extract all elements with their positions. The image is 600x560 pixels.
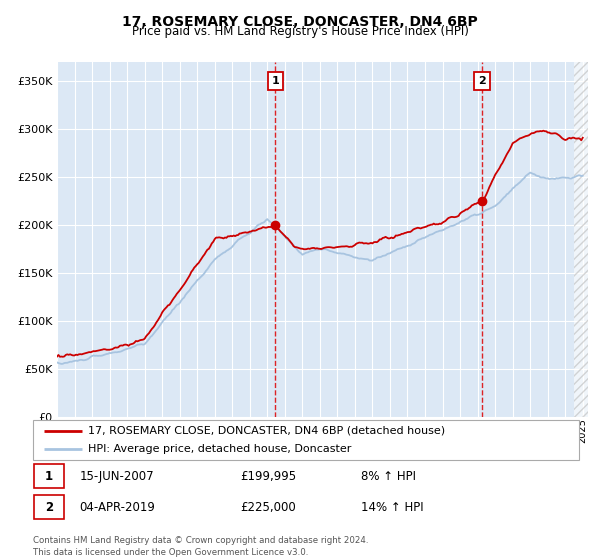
- Text: HPI: Average price, detached house, Doncaster: HPI: Average price, detached house, Donc…: [88, 445, 351, 454]
- Text: 8% ↑ HPI: 8% ↑ HPI: [361, 470, 416, 483]
- Text: £199,995: £199,995: [241, 470, 296, 483]
- Text: 15-JUN-2007: 15-JUN-2007: [79, 470, 154, 483]
- FancyBboxPatch shape: [34, 495, 64, 519]
- FancyBboxPatch shape: [34, 464, 64, 488]
- FancyBboxPatch shape: [33, 420, 579, 460]
- Text: 14% ↑ HPI: 14% ↑ HPI: [361, 501, 423, 514]
- Text: 1: 1: [271, 76, 279, 86]
- Text: 2: 2: [45, 501, 53, 514]
- Text: 2: 2: [478, 76, 486, 86]
- Text: 04-APR-2019: 04-APR-2019: [79, 501, 155, 514]
- Text: 1: 1: [45, 470, 53, 483]
- Bar: [574, 62, 588, 417]
- Text: 17, ROSEMARY CLOSE, DONCASTER, DN4 6BP (detached house): 17, ROSEMARY CLOSE, DONCASTER, DN4 6BP (…: [88, 426, 445, 436]
- Text: £225,000: £225,000: [241, 501, 296, 514]
- Text: Price paid vs. HM Land Registry's House Price Index (HPI): Price paid vs. HM Land Registry's House …: [131, 25, 469, 38]
- Text: Contains HM Land Registry data © Crown copyright and database right 2024.
This d: Contains HM Land Registry data © Crown c…: [33, 536, 368, 557]
- Text: 17, ROSEMARY CLOSE, DONCASTER, DN4 6BP: 17, ROSEMARY CLOSE, DONCASTER, DN4 6BP: [122, 15, 478, 29]
